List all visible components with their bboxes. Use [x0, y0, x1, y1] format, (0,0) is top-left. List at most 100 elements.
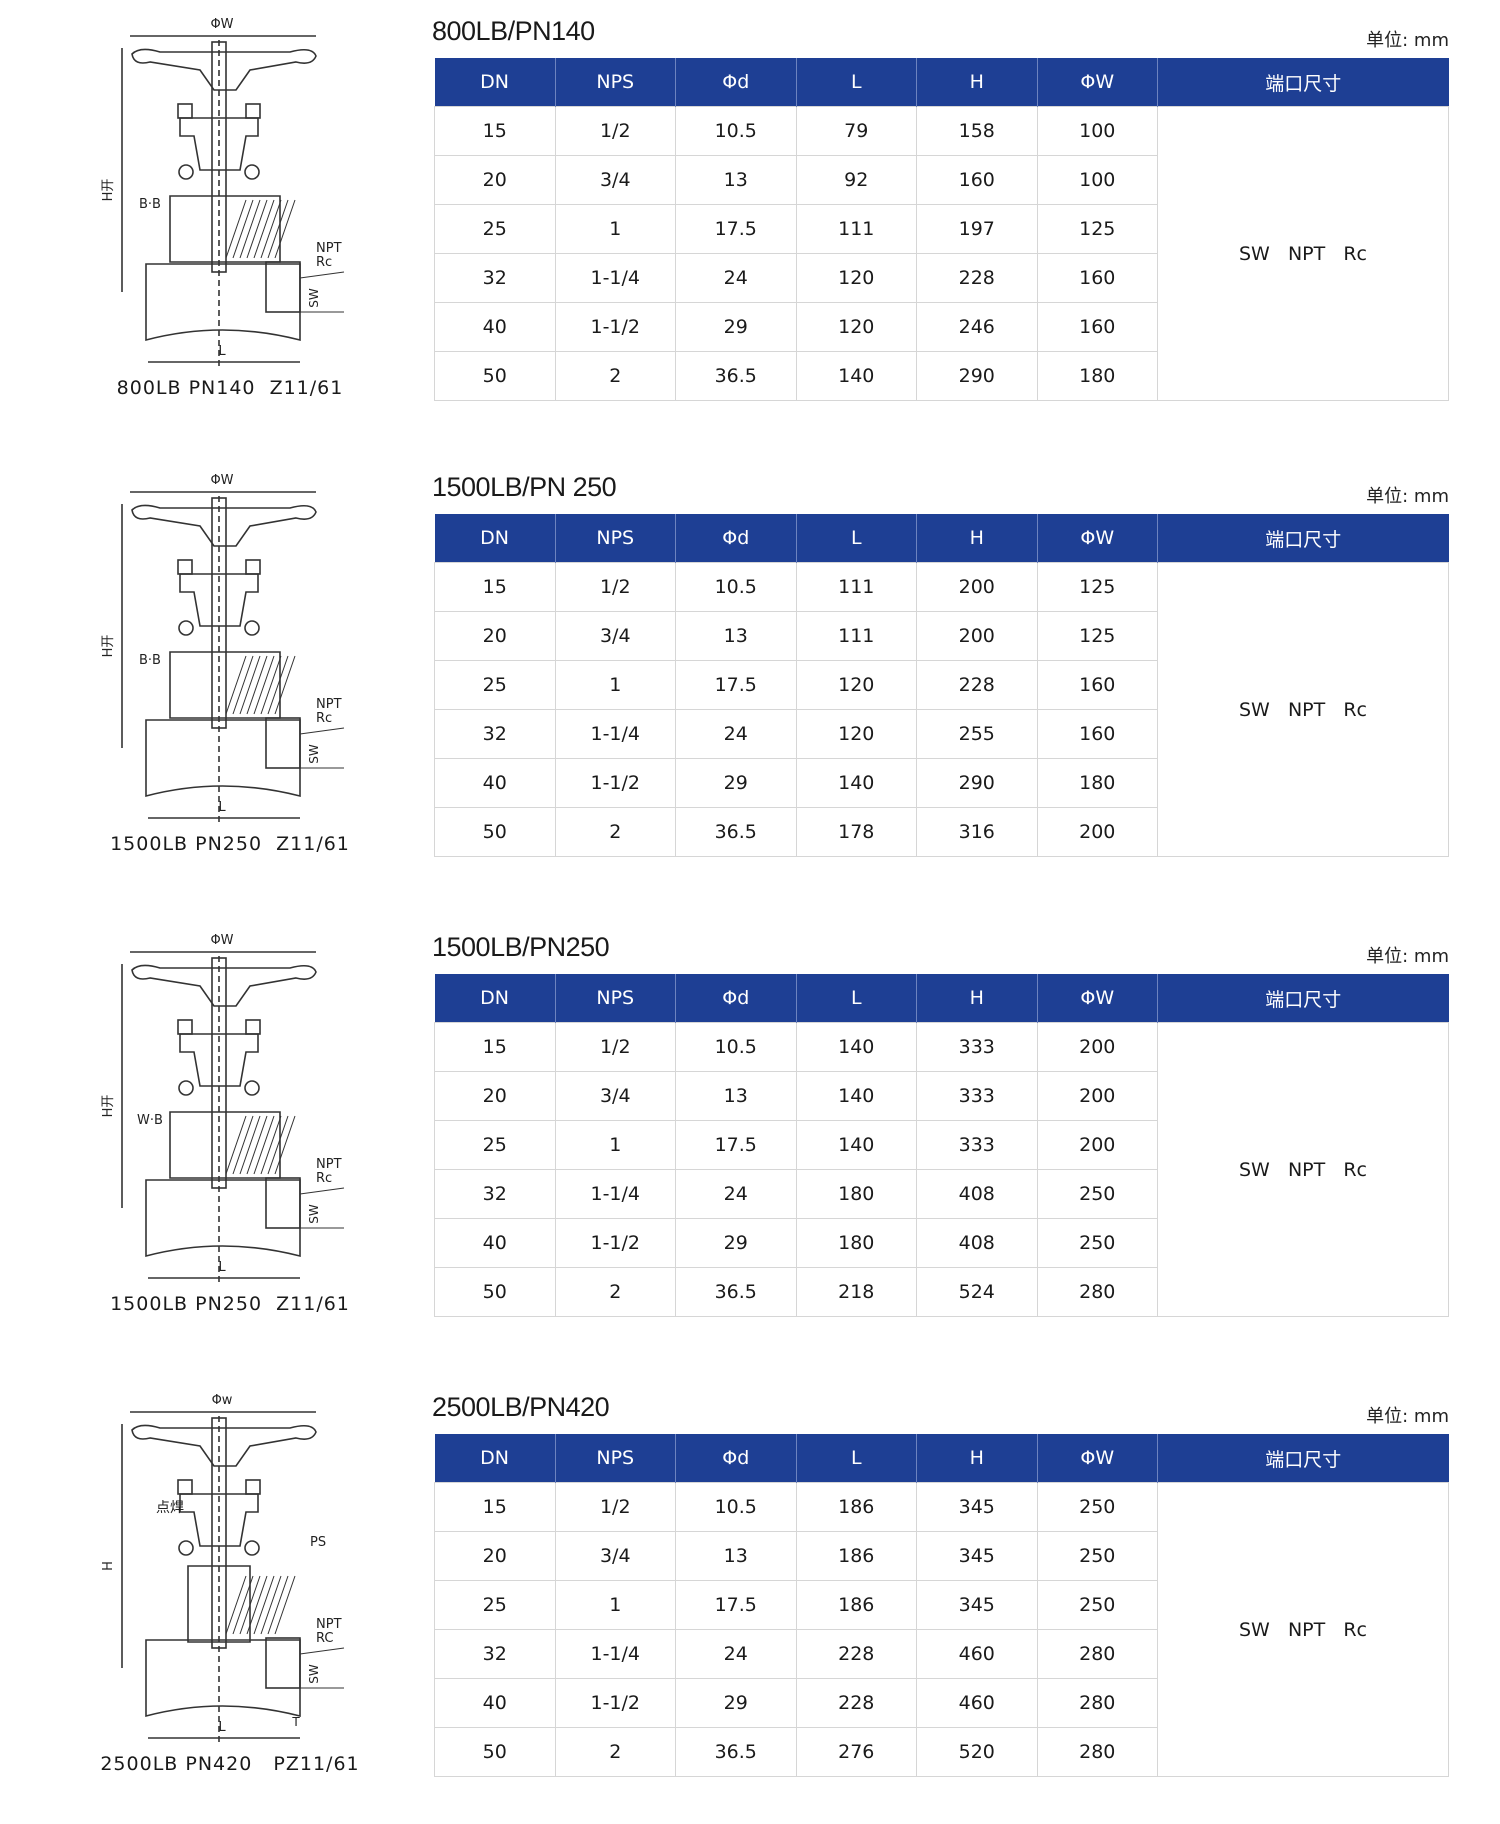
table-cell: 140 [795, 758, 917, 808]
hatch-line [225, 1115, 247, 1175]
pin [178, 620, 194, 636]
unit-label: 单位: mm [1366, 486, 1449, 507]
table-cell: 24 [675, 709, 797, 759]
table-cell: 180 [795, 1218, 917, 1268]
header-row: DN NPS Φd L H ΦW 端口尺寸 [434, 974, 1449, 1023]
column-header: DN [434, 514, 556, 563]
hatch-line [225, 655, 247, 715]
table-cell: 111 [795, 611, 917, 661]
column-header: H [916, 58, 1038, 107]
stem [211, 41, 227, 273]
column-header: DN [434, 1434, 556, 1483]
table-cell: 36.5 [675, 807, 797, 857]
table-cell: 520 [916, 1727, 1038, 1777]
table-cell: 40 [434, 1218, 556, 1268]
column-header: NPS [555, 58, 676, 107]
table-cell: 140 [795, 1022, 917, 1072]
pin [244, 1540, 260, 1556]
drawing-label-length: L [218, 344, 226, 359]
table-cell: 15 [434, 106, 556, 156]
section-title: 2500LB/PN420 [432, 1392, 610, 1422]
valve-body [145, 719, 301, 798]
table-cell: 125 [1036, 562, 1158, 612]
table-cell: 1-1/2 [554, 302, 676, 352]
column-header: 端口尺寸 [1157, 974, 1449, 1023]
table-cell: 10.5 [675, 1022, 797, 1072]
table-cell: 29 [675, 758, 797, 808]
table-cell: 13 [675, 611, 797, 661]
table-cell: 36.5 [675, 351, 797, 401]
column-header: ΦW [1037, 58, 1158, 107]
table-cell: 40 [434, 758, 556, 808]
drawing-label-height: H开 [101, 179, 116, 202]
column-header: Φd [675, 1434, 797, 1483]
port-size-cell: SW NPT Rc [1157, 1482, 1449, 1777]
column-header: L [796, 58, 917, 107]
table-row: 25 1 17.5 186 345 250 [434, 1580, 1449, 1630]
table-row: 32 1-1/4 24 180 408 250 [434, 1169, 1449, 1219]
table-cell: 290 [916, 351, 1038, 401]
table-cell: 200 [1036, 1071, 1158, 1121]
table-cell: 13 [675, 1071, 797, 1121]
table-cell: 280 [1036, 1267, 1158, 1317]
drawing-label-width: ΦW [210, 933, 233, 948]
hatch-line [239, 655, 261, 715]
table-row: 50 2 36.5 140 290 180 [434, 351, 1449, 401]
table-cell: 158 [916, 106, 1038, 156]
drawing-label-wall: T [291, 1715, 300, 1729]
table-cell: 13 [675, 155, 797, 205]
drawing-label-socket: SW [307, 288, 321, 308]
table-row: 32 1-1/4 24 228 460 280 [434, 1629, 1449, 1679]
table-cell: 460 [916, 1629, 1038, 1679]
table-row: 50 2 36.5 218 524 280 [434, 1267, 1449, 1317]
hatch-line [239, 199, 261, 259]
pin [178, 1080, 194, 1096]
bolt [245, 103, 261, 119]
table-row: 32 1-1/4 24 120 228 160 [434, 253, 1449, 303]
drawing-label-detail: B·B [139, 197, 161, 212]
header-row: DN NPS Φd L H ΦW 端口尺寸 [434, 58, 1449, 107]
table-cell: 25 [434, 1120, 556, 1170]
column-header: 端口尺寸 [1157, 514, 1449, 563]
table-cell: 100 [1036, 106, 1158, 156]
column-header: ΦW [1037, 514, 1158, 563]
handwheel [131, 964, 317, 1007]
leader-line [299, 1647, 345, 1655]
bolt [177, 1479, 193, 1495]
table-row: 15 1/2 10.5 79 158 100 SW NPT Rc [434, 106, 1449, 401]
table-cell: 10.5 [675, 106, 797, 156]
table-cell: 218 [795, 1267, 917, 1317]
column-header: L [796, 514, 917, 563]
table-cell: 250 [1036, 1482, 1158, 1532]
stem [211, 957, 227, 1189]
table-cell: 140 [795, 351, 917, 401]
table-cell: 25 [434, 204, 556, 254]
hatch-line [232, 1115, 254, 1175]
table-cell: 125 [1036, 204, 1158, 254]
column-header: H [916, 1434, 1038, 1483]
table-row: 50 2 36.5 276 520 280 [434, 1727, 1449, 1777]
table-cell: 140 [795, 1071, 917, 1121]
hatch-line [260, 655, 282, 715]
table-row: 25 1 17.5 140 333 200 [434, 1120, 1449, 1170]
column-header: NPS [555, 1434, 676, 1483]
table-cell: 3/4 [554, 1071, 676, 1121]
column-header: Φd [675, 514, 797, 563]
drawing-label-thread2: Rc [316, 255, 332, 270]
table-cell: 197 [916, 204, 1038, 254]
table-cell: 15 [434, 1482, 556, 1532]
table-row: 15 1/2 10.5 186 345 250 SW NPT Rc [434, 1482, 1449, 1777]
hatch-line [239, 1115, 261, 1175]
column-header: DN [434, 58, 556, 107]
table-cell: 250 [1036, 1169, 1158, 1219]
valve-spec-section: 800LB/PN140 单位: mm DN NPS Φd L H ΦW 端口尺寸 15 1/2 10.… [0, 0, 1500, 420]
table-cell: 345 [916, 1580, 1038, 1630]
table-cell: 3/4 [554, 611, 676, 661]
drawing-caption: 2500LB PN420 PZ11/61 [100, 1753, 360, 1775]
table-cell: 40 [434, 302, 556, 352]
pin [178, 164, 194, 180]
column-header: NPS [555, 974, 676, 1023]
table-cell: 316 [916, 807, 1038, 857]
column-header: Φd [675, 974, 797, 1023]
table-cell: 24 [675, 1169, 797, 1219]
